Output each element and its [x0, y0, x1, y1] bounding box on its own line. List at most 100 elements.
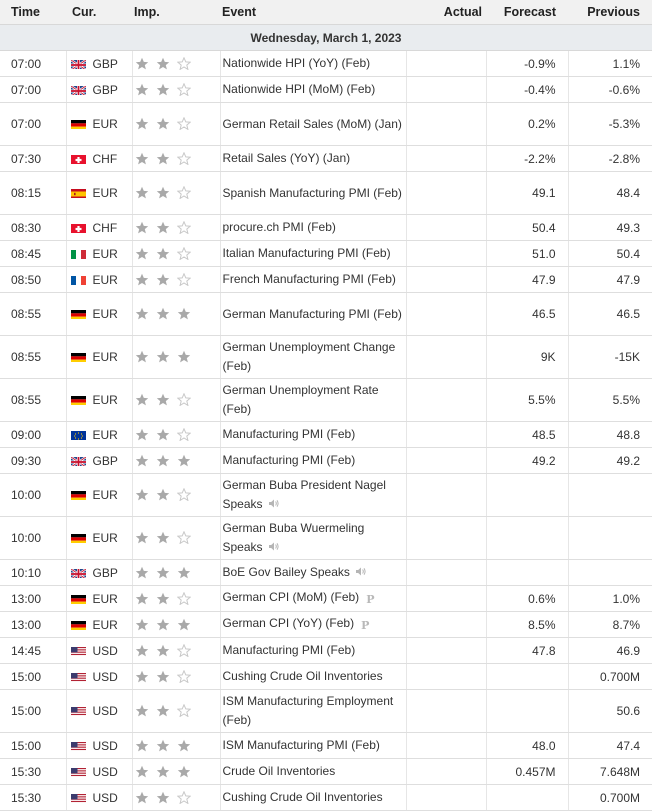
- event-row[interactable]: 10:00 EUR German Buba Wuermeling Speaks: [0, 516, 652, 560]
- event-name-cell[interactable]: German Manufacturing PMI (Feb): [220, 292, 407, 336]
- event-name[interactable]: German Manufacturing PMI (Feb): [222, 306, 402, 321]
- star-empty-icon: [176, 151, 191, 165]
- event-row[interactable]: 13:00 EUR German CPI (YoY) (Feb) P 8.5% 8.7%: [0, 611, 652, 638]
- event-row[interactable]: 07:00 GBP Nationwide HPI (MoM) (Feb) -0.4% -…: [0, 76, 652, 103]
- event-name[interactable]: German Unemployment Rate (Feb): [222, 383, 379, 416]
- event-name[interactable]: Nationwide HPI (YoY) (Feb): [222, 56, 371, 70]
- event-name[interactable]: Spanish Manufacturing PMI (Feb): [222, 185, 402, 200]
- event-name-cell[interactable]: German Unemployment Rate (Feb): [220, 378, 407, 422]
- importance-stars: [132, 473, 221, 517]
- event-name-cell[interactable]: Manufacturing PMI (Feb): [220, 447, 407, 474]
- event-name[interactable]: Manufacturing PMI (Feb): [222, 427, 356, 441]
- event-name[interactable]: procure.ch PMI (Feb): [222, 220, 336, 234]
- event-row[interactable]: 09:00 EUR Manufacturing PMI (Feb) 48.5 48.8: [0, 421, 652, 448]
- event-currency: USD: [66, 784, 133, 811]
- event-name[interactable]: German Buba Wuermeling Speaks: [222, 521, 365, 554]
- flag-us-icon: [70, 767, 86, 777]
- event-row[interactable]: 09:30 GBP Manufacturing PMI (Feb) 49.2 49.2: [0, 447, 652, 474]
- header-previous[interactable]: Previous: [568, 0, 652, 25]
- event-name-cell[interactable]: German Retail Sales (MoM) (Jan): [220, 102, 407, 146]
- event-name-cell[interactable]: French Manufacturing PMI (Feb): [220, 266, 407, 293]
- event-row[interactable]: 07:30 CHF Retail Sales (YoY) (Jan) -2.2% -2.…: [0, 145, 652, 172]
- event-name[interactable]: Cushing Crude Oil Inventories: [222, 790, 383, 804]
- event-row[interactable]: 15:30 USD Cushing Crude Oil Inventories 0.7…: [0, 784, 652, 811]
- header-currency[interactable]: Cur.: [66, 0, 132, 25]
- event-row[interactable]: 08:55 EUR German Unemployment Rate (Feb) 5.…: [0, 378, 652, 422]
- event-name-cell[interactable]: Nationwide HPI (MoM) (Feb): [220, 76, 407, 103]
- event-name-cell[interactable]: Crude Oil Inventories: [220, 758, 407, 785]
- event-row[interactable]: 13:00 EUR German CPI (MoM) (Feb) P 0.6% 1.0%: [0, 585, 652, 612]
- event-name[interactable]: German Buba President Nagel Speaks: [222, 478, 386, 511]
- flag-de-icon: [70, 309, 86, 319]
- event-name[interactable]: ISM Manufacturing Employment (Feb): [222, 694, 394, 727]
- speaker-icon[interactable]: [268, 496, 280, 508]
- speaker-icon[interactable]: [268, 539, 280, 551]
- star-filled-icon: [135, 704, 149, 717]
- date-label: Wednesday, March 1, 2023: [0, 24, 652, 51]
- event-name-cell[interactable]: ISM Manufacturing Employment (Feb): [220, 689, 407, 733]
- event-name-cell[interactable]: BoE Gov Bailey Speaks: [220, 559, 407, 586]
- preliminary-icon[interactable]: P: [361, 619, 370, 632]
- event-name-cell[interactable]: German Buba President Nagel Speaks: [220, 473, 407, 517]
- event-name-cell[interactable]: Cushing Crude Oil Inventories: [220, 663, 407, 690]
- event-row[interactable]: 08:45 EUR Italian Manufacturing PMI (Feb) 5…: [0, 240, 652, 267]
- importance-stars: [132, 447, 221, 474]
- event-name-cell[interactable]: Cushing Crude Oil Inventories: [220, 784, 407, 811]
- event-name[interactable]: German CPI (MoM) (Feb): [222, 590, 360, 604]
- event-row[interactable]: 10:00 EUR German Buba President Nagel Spea…: [0, 473, 652, 517]
- event-name-cell[interactable]: German Buba Wuermeling Speaks: [220, 516, 407, 560]
- event-name-cell[interactable]: Manufacturing PMI (Feb): [220, 421, 407, 448]
- event-row[interactable]: 10:10 GBP BoE Gov Bailey Speaks: [0, 559, 652, 586]
- event-name-cell[interactable]: Manufacturing PMI (Feb): [220, 637, 407, 664]
- header-event[interactable]: Event: [220, 0, 406, 25]
- event-name[interactable]: BoE Gov Bailey Speaks: [222, 565, 350, 579]
- event-actual: [406, 421, 487, 448]
- event-currency: USD: [66, 689, 133, 733]
- event-name-cell[interactable]: Nationwide HPI (YoY) (Feb): [220, 50, 407, 77]
- header-importance[interactable]: Imp.: [132, 0, 220, 25]
- event-name-cell[interactable]: procure.ch PMI (Feb): [220, 214, 407, 241]
- event-row[interactable]: 07:00 EUR German Retail Sales (MoM) (Jan) 0…: [0, 102, 652, 146]
- event-name-cell[interactable]: ISM Manufacturing PMI (Feb): [220, 732, 407, 759]
- event-name[interactable]: Retail Sales (YoY) (Jan): [222, 151, 351, 165]
- event-name[interactable]: Manufacturing PMI (Feb): [222, 643, 356, 657]
- flag-de-icon: [70, 490, 86, 500]
- event-row[interactable]: 15:00 USD ISM Manufacturing Employment (Fe…: [0, 689, 652, 733]
- event-row[interactable]: 08:15 EUR Spanish Manufacturing PMI (Feb) 4…: [0, 171, 652, 215]
- event-name-cell[interactable]: German CPI (MoM) (Feb) P: [220, 585, 407, 612]
- event-row[interactable]: 15:30 USD Crude Oil Inventories 0.457M 7.648…: [0, 758, 652, 785]
- star-filled-icon: [135, 428, 149, 441]
- event-name[interactable]: French Manufacturing PMI (Feb): [222, 272, 396, 286]
- event-name[interactable]: Italian Manufacturing PMI (Feb): [222, 246, 391, 260]
- preliminary-icon[interactable]: P: [366, 593, 375, 606]
- event-currency: USD: [66, 663, 133, 690]
- event-row[interactable]: 07:00 GBP Nationwide HPI (YoY) (Feb) -0.9% 1…: [0, 50, 652, 77]
- header-forecast[interactable]: Forecast: [486, 0, 568, 25]
- event-name[interactable]: German Unemployment Change (Feb): [222, 340, 396, 373]
- event-name[interactable]: German CPI (YoY) (Feb): [222, 616, 355, 630]
- header-actual[interactable]: Actual: [406, 0, 486, 25]
- event-row[interactable]: 14:45 USD Manufacturing PMI (Feb) 47.8 46.9: [0, 637, 652, 664]
- speaker-icon[interactable]: [355, 564, 367, 576]
- event-name-cell[interactable]: German Unemployment Change (Feb): [220, 335, 407, 379]
- event-row[interactable]: 08:30 CHF procure.ch PMI (Feb) 50.4 49.3: [0, 214, 652, 241]
- event-name-cell[interactable]: Italian Manufacturing PMI (Feb): [220, 240, 407, 267]
- event-name[interactable]: German Retail Sales (MoM) (Jan): [222, 116, 402, 131]
- event-row[interactable]: 08:50 EUR French Manufacturing PMI (Feb) 47…: [0, 266, 652, 293]
- star-filled-icon: [135, 152, 149, 165]
- event-row[interactable]: 08:55 EUR German Manufacturing PMI (Feb) 46…: [0, 292, 652, 336]
- event-name[interactable]: Cushing Crude Oil Inventories: [222, 669, 383, 683]
- header-time[interactable]: Time: [0, 0, 66, 25]
- event-name-cell[interactable]: German CPI (YoY) (Feb) P: [220, 611, 407, 638]
- event-time: 09:00: [0, 421, 67, 448]
- event-name[interactable]: Nationwide HPI (MoM) (Feb): [222, 82, 376, 96]
- event-name-cell[interactable]: Spanish Manufacturing PMI (Feb): [220, 171, 407, 215]
- event-row[interactable]: 15:00 USD Cushing Crude Oil Inventories 0.7…: [0, 663, 652, 690]
- event-row[interactable]: 08:55 EUR German Unemployment Change (Feb)…: [0, 335, 652, 379]
- star-filled-icon: [135, 350, 149, 363]
- event-name[interactable]: Manufacturing PMI (Feb): [222, 453, 356, 467]
- event-row[interactable]: 15:00 USD ISM Manufacturing PMI (Feb) 48.0 4…: [0, 732, 652, 759]
- event-name[interactable]: Crude Oil Inventories: [222, 764, 336, 778]
- event-name-cell[interactable]: Retail Sales (YoY) (Jan): [220, 145, 407, 172]
- event-name[interactable]: ISM Manufacturing PMI (Feb): [222, 738, 380, 752]
